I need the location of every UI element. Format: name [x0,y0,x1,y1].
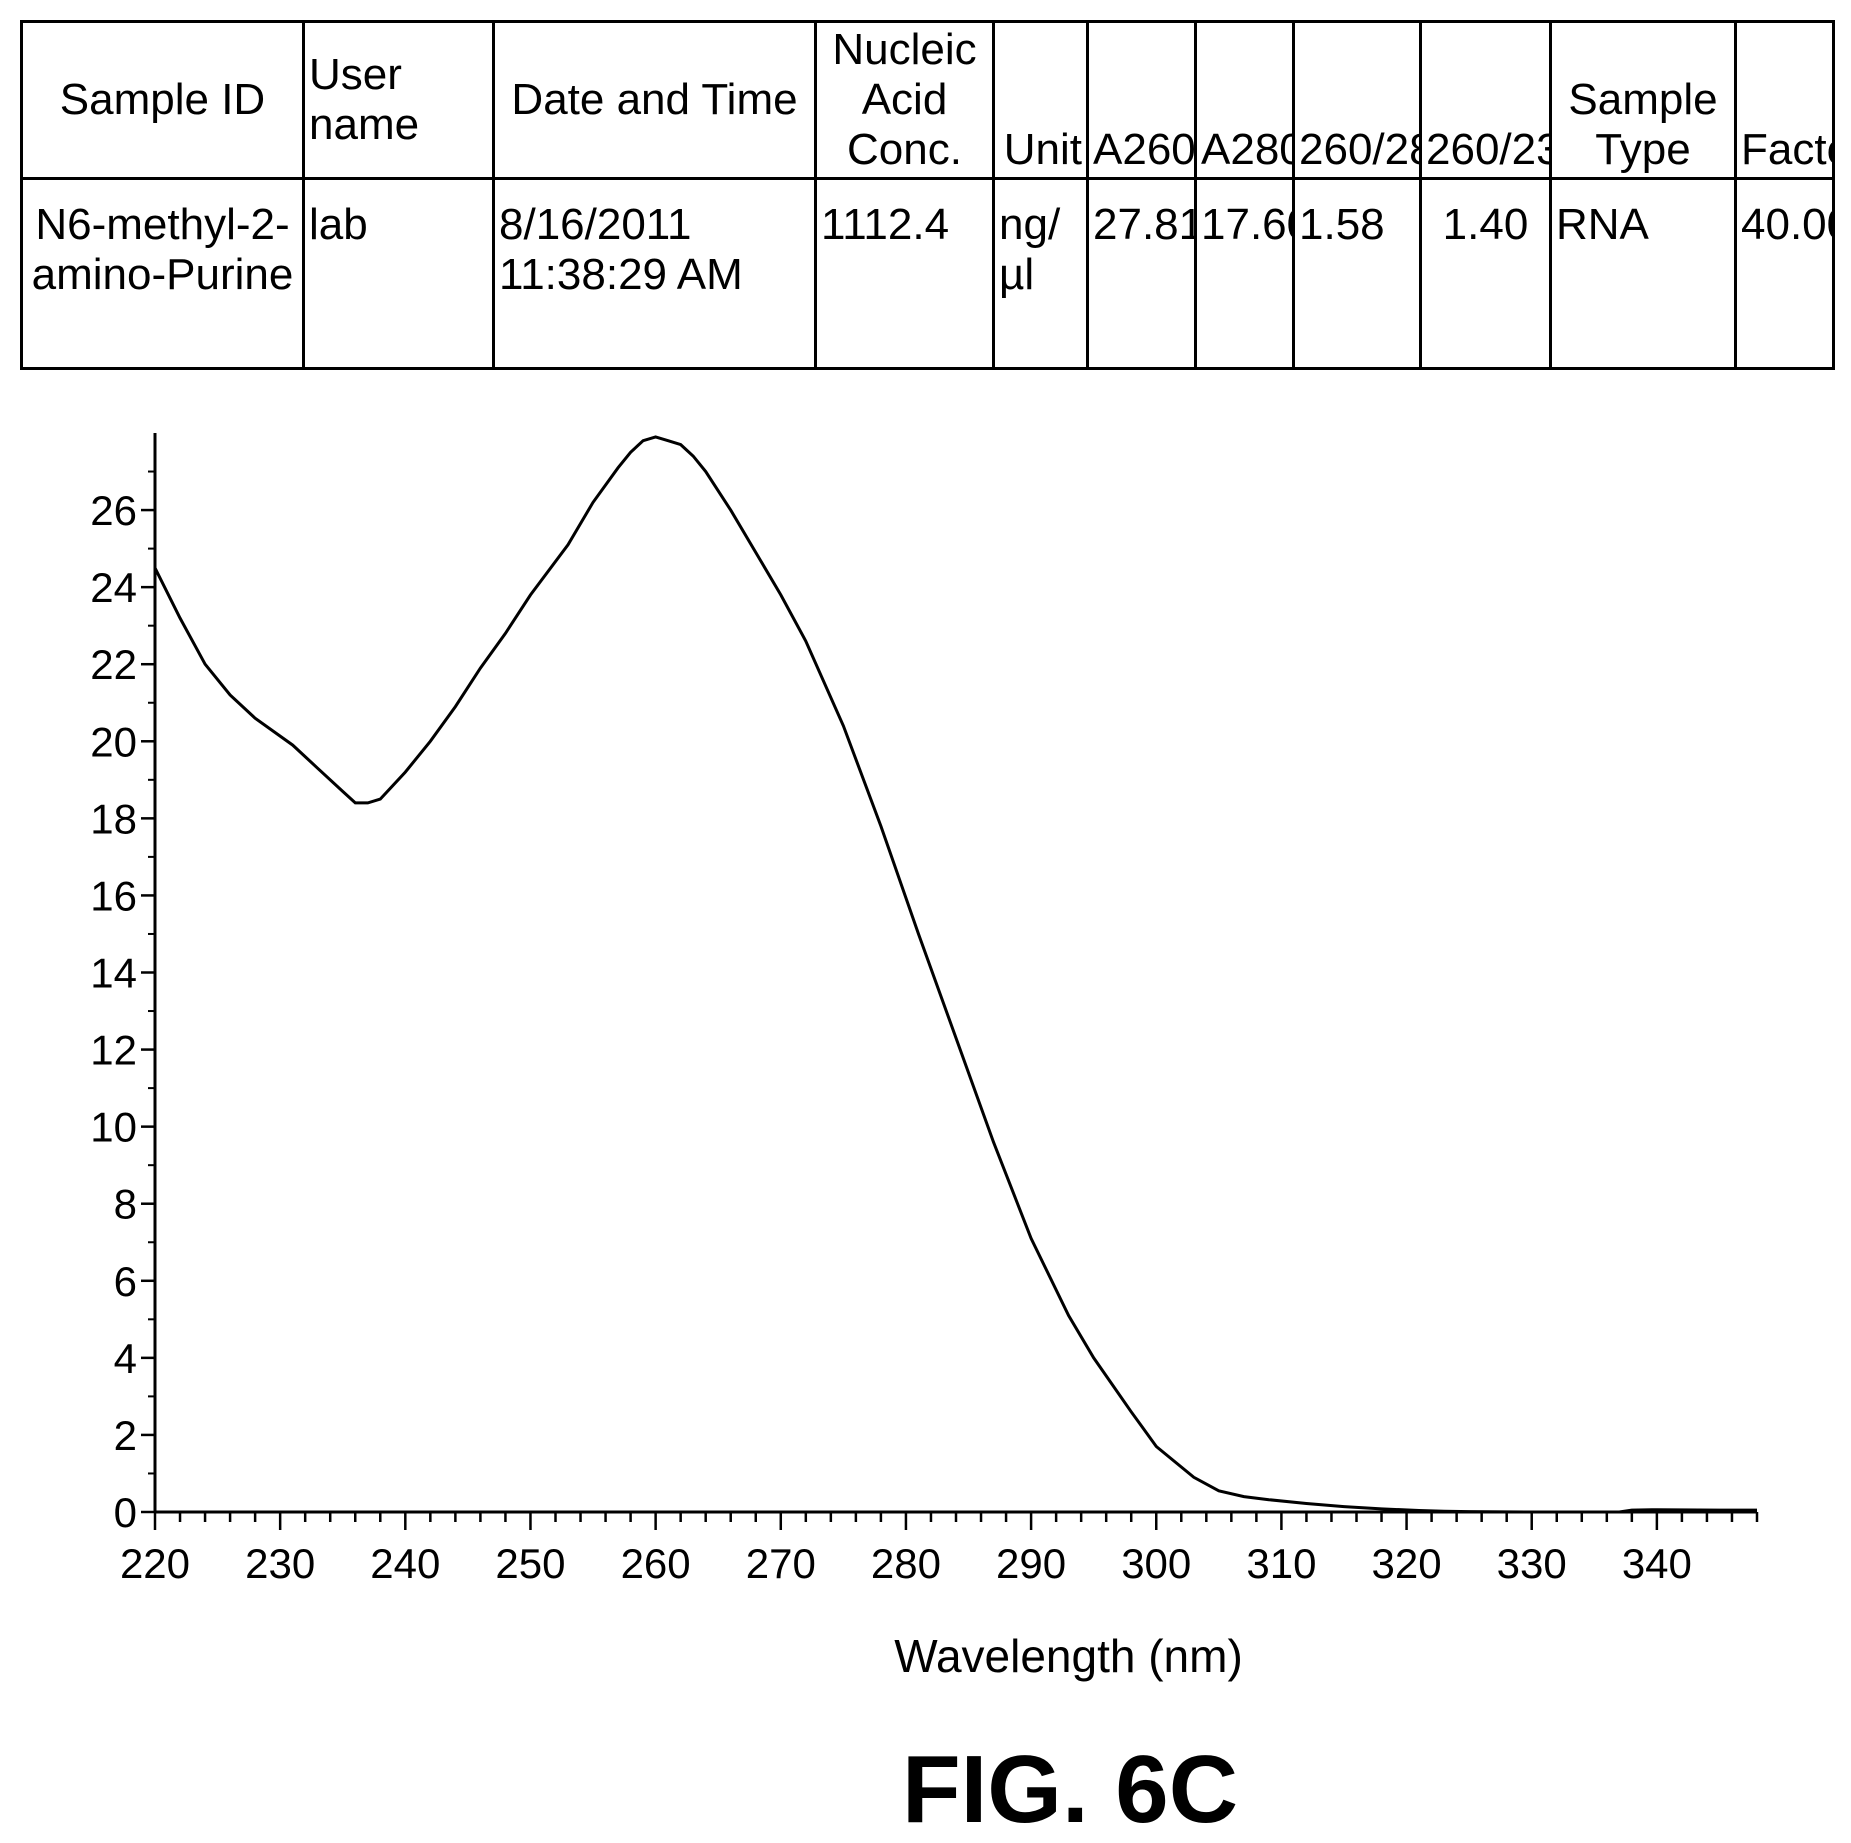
cell-unit: ng/µl [992,177,1089,370]
cell-a260: 27.811 [1086,177,1197,370]
header-user-name: User name [302,20,495,180]
cell-sample-id: N6-methyl-2-amino-Purine [20,177,305,370]
y-tick-label: 8 [114,1181,137,1228]
header-unit: Unit [992,20,1089,180]
header-factor: Factor [1734,20,1835,180]
header-sample-type: Sample Type [1549,20,1737,180]
x-tick-label: 320 [1372,1540,1442,1587]
y-tick-label: 4 [114,1335,137,1382]
table-header-row: Sample ID User name Date and Time Nuclei… [20,20,1835,180]
y-tick-label: 16 [90,872,137,919]
y-tick-label: 2 [114,1412,137,1459]
header-sample-id: Sample ID [20,20,305,180]
cell-nucleic-acid-conc: 1112.4 [814,177,995,370]
cell-sample-type: RNA [1549,177,1737,370]
y-tick-label: 20 [90,718,137,765]
header-date-time: Date and Time [492,20,817,180]
x-tick-label: 260 [621,1540,691,1587]
x-tick-label: 250 [495,1540,565,1587]
axis-ticks [141,470,1759,1530]
y-tick-label: 0 [114,1489,137,1536]
figure-caption: FIG. 6C [901,1736,1239,1843]
y-tick-label: 26 [90,487,137,534]
x-tick-label: 270 [746,1540,816,1587]
x-tick-label: 290 [996,1540,1066,1587]
y-tick-label: 10 [90,1104,137,1151]
cell-user-name: lab [302,177,495,370]
x-tick-label: 240 [370,1540,440,1587]
y-tick-label: 14 [90,950,137,997]
cell-a280: 17.607 [1194,177,1295,370]
header-260-280: 260/280 [1292,20,1422,180]
y-tick-label: 24 [90,564,137,611]
y-tick-label: 12 [90,1027,137,1074]
x-tick-label: 280 [871,1540,941,1587]
x-axis-title: Wavelength (nm) [894,1630,1243,1682]
series-line-absorbance [153,435,1757,1514]
cell-factor: 40.00 [1734,177,1835,370]
header-nucleic-acid-conc: Nucleic Acid Conc. [814,20,995,180]
y-tick-label: 22 [90,641,137,688]
y-tick-label: 6 [114,1258,137,1305]
sample-data-table: Sample ID User name Date and Time Nuclei… [20,20,1835,370]
y-tick-label: 18 [90,795,137,842]
header-a260: A260 [1086,20,1197,180]
cell-260-230: 1.40 [1419,177,1552,370]
x-tick-label: 300 [1121,1540,1191,1587]
x-tick-label: 220 [120,1540,190,1587]
header-260-230: 260/230 [1419,20,1552,180]
x-tick-label: 340 [1622,1540,1692,1587]
x-tick-label: 230 [245,1540,315,1587]
x-tick-label: 310 [1246,1540,1316,1587]
table-row: N6-methyl-2-amino-Purine lab 8/16/2011 1… [20,177,1835,370]
cell-date-time: 8/16/2011 11:38:29 AM [492,177,817,370]
x-tick-label: 330 [1497,1540,1567,1587]
header-a280: A280 [1194,20,1295,180]
x-tick-labels: 220 230 240 250 260 270 280 290 300 310 320 330 340 [120,1540,1692,1587]
cell-260-280: 1.58 [1292,177,1422,370]
